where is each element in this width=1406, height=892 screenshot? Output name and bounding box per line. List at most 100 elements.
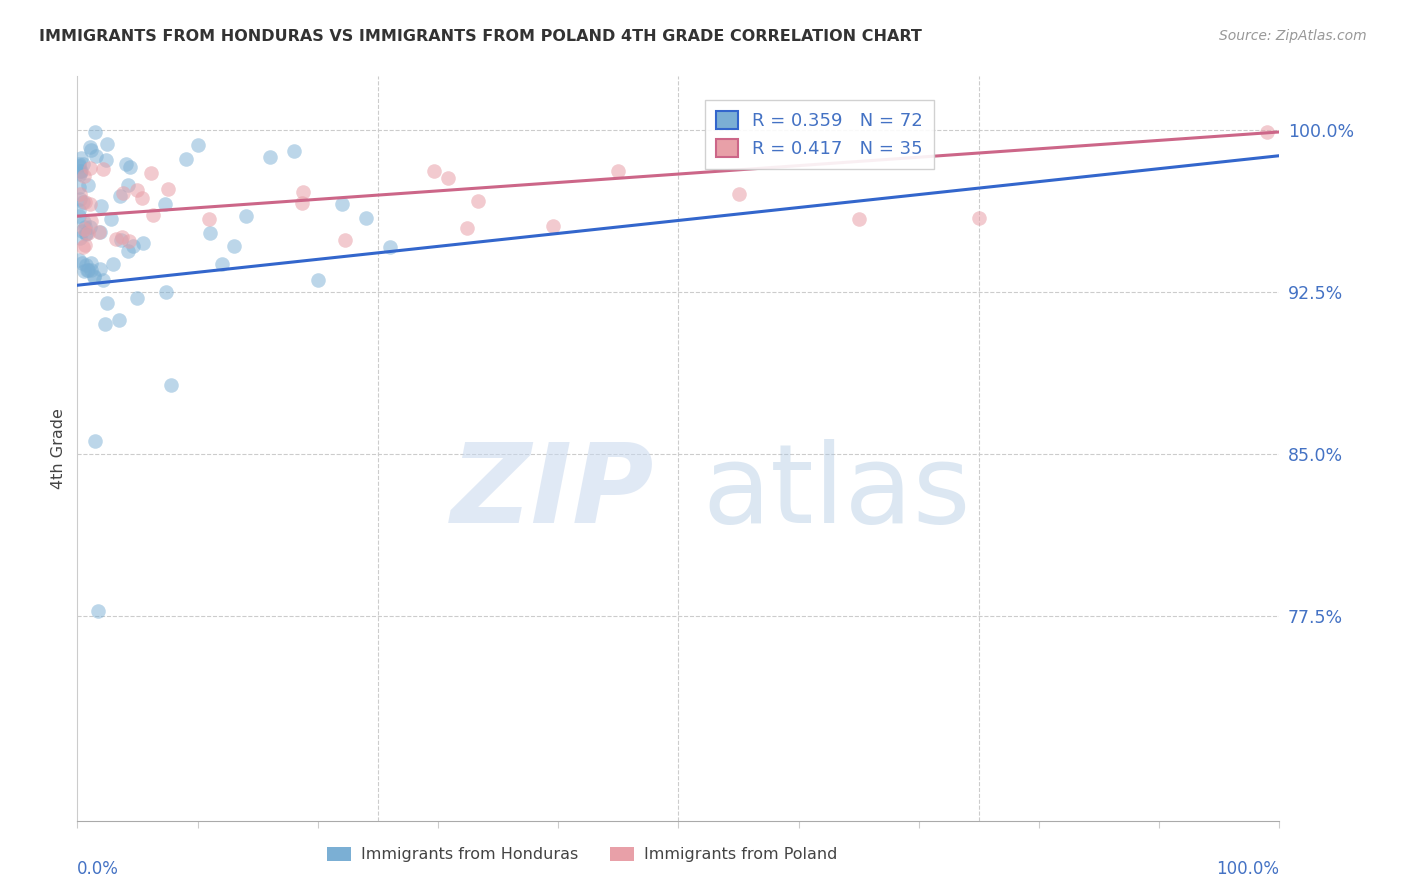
Point — [290, 195, 312, 210]
Point — [77, 227, 100, 241]
Point — [69, 192, 91, 206]
Point — [72, 256, 94, 270]
Point — [155, 197, 177, 211]
Point — [79, 197, 101, 211]
Point — [155, 285, 177, 299]
Point — [335, 234, 357, 248]
Point — [69, 151, 91, 165]
Point — [967, 211, 990, 226]
Point — [75, 227, 97, 241]
Point — [108, 312, 131, 326]
Point — [96, 136, 118, 151]
Point — [91, 273, 114, 287]
Point — [121, 239, 143, 253]
Point — [186, 138, 209, 153]
Point — [90, 199, 112, 213]
Point — [73, 222, 96, 236]
Point — [100, 211, 122, 226]
Point — [67, 252, 90, 267]
Point — [67, 157, 90, 171]
Point — [79, 161, 101, 175]
Point — [96, 153, 118, 167]
Point — [139, 166, 162, 180]
Point — [89, 226, 111, 240]
Point — [437, 171, 460, 186]
Point — [83, 270, 105, 285]
Point — [94, 317, 117, 331]
Point — [75, 219, 97, 234]
Point — [84, 434, 107, 448]
Text: 0.0%: 0.0% — [77, 860, 120, 878]
Point — [86, 149, 108, 163]
Point — [127, 291, 149, 305]
Point — [73, 195, 96, 210]
Point — [120, 160, 142, 174]
Point — [292, 185, 315, 199]
Point — [76, 263, 98, 277]
Point — [79, 219, 101, 234]
Point — [101, 257, 124, 271]
Point — [156, 182, 179, 196]
Point — [111, 229, 134, 244]
Point — [77, 262, 100, 277]
Legend: Immigrants from Honduras, Immigrants from Poland: Immigrants from Honduras, Immigrants fro… — [321, 840, 844, 869]
Text: Source: ZipAtlas.com: Source: ZipAtlas.com — [1219, 29, 1367, 43]
Point — [283, 144, 305, 158]
Point — [174, 152, 197, 166]
Point — [72, 157, 94, 171]
Point — [69, 167, 91, 181]
Point — [80, 144, 103, 158]
Point — [110, 189, 132, 203]
Point — [72, 224, 94, 238]
Point — [67, 159, 90, 173]
Point — [330, 196, 353, 211]
Point — [131, 190, 153, 204]
Point — [1256, 125, 1278, 139]
Point — [117, 178, 139, 192]
Point — [75, 238, 97, 252]
Point — [307, 273, 329, 287]
Point — [111, 186, 134, 200]
Y-axis label: 4th Grade: 4th Grade — [51, 408, 66, 489]
Point — [259, 150, 281, 164]
Point — [79, 214, 101, 228]
Point — [93, 161, 115, 176]
Point — [75, 227, 97, 241]
Point — [79, 262, 101, 277]
Text: atlas: atlas — [703, 440, 972, 547]
Point — [72, 194, 94, 209]
Point — [87, 604, 110, 618]
Text: 100.0%: 100.0% — [1216, 860, 1279, 878]
Point — [354, 211, 377, 225]
Point — [73, 264, 96, 278]
Point — [69, 163, 91, 178]
Point — [117, 244, 139, 258]
Point — [79, 140, 101, 154]
Point — [125, 183, 148, 197]
Point — [67, 202, 90, 217]
Text: ZIP: ZIP — [451, 440, 654, 547]
Point — [73, 215, 96, 229]
Point — [607, 163, 630, 178]
Point — [69, 163, 91, 178]
Point — [159, 377, 181, 392]
Point — [84, 125, 107, 139]
Point — [115, 157, 138, 171]
Point — [96, 295, 118, 310]
Point — [198, 226, 221, 240]
Point — [456, 220, 478, 235]
Point — [89, 262, 111, 277]
Point — [727, 186, 749, 201]
Point — [467, 194, 489, 208]
Point — [105, 232, 128, 246]
Point — [423, 164, 446, 178]
Point — [76, 178, 98, 192]
Point — [378, 240, 401, 254]
Point — [75, 258, 97, 272]
Point — [118, 234, 141, 248]
Point — [222, 239, 245, 253]
Point — [69, 179, 91, 194]
Point — [848, 212, 870, 227]
Point — [67, 209, 90, 223]
Point — [69, 186, 91, 201]
